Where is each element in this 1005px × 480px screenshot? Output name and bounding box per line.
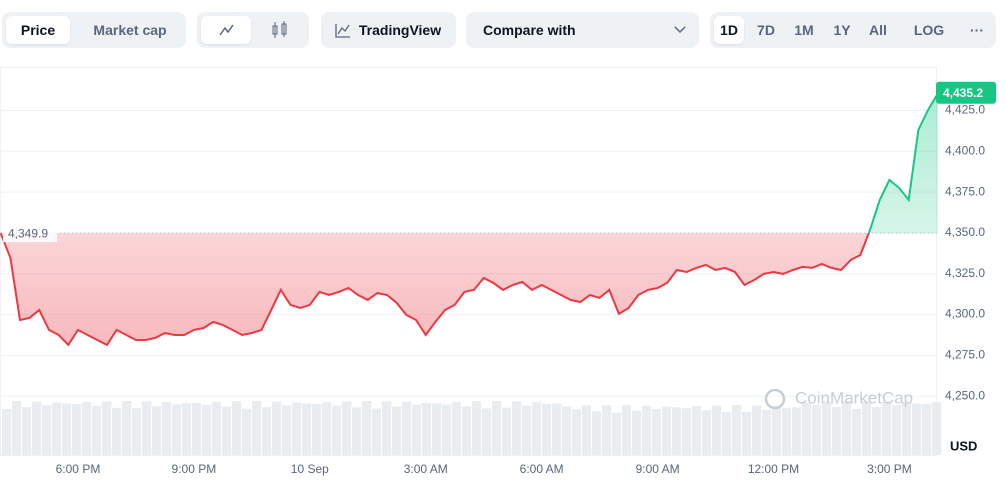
y-tick-label: 4,250.0 xyxy=(945,388,985,402)
select-label: Compare with xyxy=(483,22,576,38)
y-tick-label: 4,425.0 xyxy=(945,103,985,117)
price-line-up xyxy=(0,93,939,234)
x-tick-label: 9:00 AM xyxy=(636,462,680,476)
x-tick-label: 10 Sep xyxy=(291,462,329,476)
baseline-label: 4,349.9 xyxy=(8,226,48,240)
tab[interactable]: Price xyxy=(6,16,70,44)
tab[interactable]: Market cap xyxy=(93,22,167,38)
range-button[interactable]: 1D xyxy=(714,16,744,44)
candle-button[interactable] xyxy=(255,16,305,44)
log-button[interactable]: LOG xyxy=(913,22,945,38)
area-down xyxy=(0,233,869,345)
last-price-label: 4,435.2 xyxy=(943,86,983,100)
y-tick-label: 4,375.0 xyxy=(945,184,985,198)
x-tick-label: 3:00 PM xyxy=(867,462,912,476)
x-tick-label: 6:00 PM xyxy=(56,462,101,476)
baseline-label-bg xyxy=(3,224,57,243)
x-tick-label: 3:00 AM xyxy=(404,462,448,476)
y-tick-label: 4,275.0 xyxy=(945,348,985,362)
x-tick-label: 9:00 PM xyxy=(172,462,217,476)
watermark-logo xyxy=(764,388,786,410)
chart-type-group xyxy=(197,12,309,48)
y-tick-label: 4,350.0 xyxy=(945,225,985,239)
compare-select[interactable]: Compare with xyxy=(466,12,699,48)
y-tick-label: 4,300.0 xyxy=(945,307,985,321)
watermark: CoinMarketCap xyxy=(795,388,913,407)
range-button[interactable]: 1Y xyxy=(833,22,851,38)
currency-label: USD xyxy=(950,438,977,453)
range-button[interactable]: 7D xyxy=(757,22,775,38)
tab-group: Price Market cap xyxy=(2,12,186,48)
tradingview-button[interactable]: TradingView xyxy=(321,12,456,48)
price-line-down xyxy=(0,233,870,347)
button-label: TradingView xyxy=(358,22,442,38)
y-tick-label: 4,400.0 xyxy=(945,143,985,157)
range-button[interactable]: 1M xyxy=(794,22,814,38)
plot-frame xyxy=(0,67,937,456)
volume-band xyxy=(2,401,942,455)
last-price-badge xyxy=(936,81,996,104)
x-tick-label: 6:00 AM xyxy=(520,462,564,476)
range-group: 1D 7D 1M 1Y All LOG ··· xyxy=(710,12,996,48)
area-up xyxy=(0,93,938,234)
range-button[interactable]: All xyxy=(869,22,887,38)
y-tick-label: 4,325.0 xyxy=(945,266,985,280)
x-tick-label: 12:00 PM xyxy=(748,462,799,476)
line-button[interactable] xyxy=(201,16,251,44)
more-button[interactable]: ··· xyxy=(970,22,984,38)
